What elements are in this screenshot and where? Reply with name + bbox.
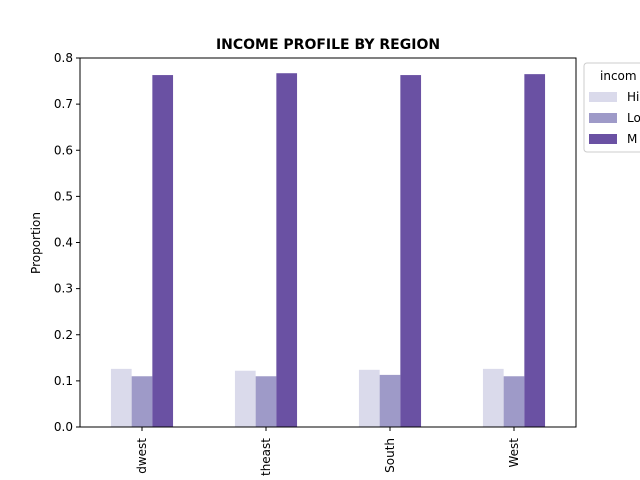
legend: incom Hi Lo M: [583, 62, 640, 153]
y-tick-label: 0.6: [54, 143, 73, 157]
legend-label-hi: Hi: [627, 90, 639, 104]
y-tick-label: 0.7: [54, 97, 73, 111]
bar-lo-west: [503, 376, 525, 427]
bar-m-dwest: [152, 75, 174, 427]
legend-swatch-m: [589, 134, 617, 144]
y-axis-label: Proportion: [29, 212, 43, 274]
x-tick-label: theast: [259, 438, 273, 476]
y-tick-label: 0.1: [54, 374, 73, 388]
bar-lo-south: [379, 374, 401, 427]
bar-hi-dwest: [110, 368, 132, 427]
bar-m-theast: [276, 73, 298, 427]
chart-title: INCOME PROFILE BY REGION: [216, 37, 440, 53]
y-tick-label: 0.8: [54, 51, 73, 65]
x-tick-label: South: [383, 438, 397, 473]
y-axis: 0.0 0.1 0.2 0.3 0.4 0.5 0.6 0.7 0.8: [54, 51, 80, 434]
y-tick-label: 0.2: [54, 328, 73, 342]
bar-lo-theast: [255, 376, 277, 427]
bar-hi-south: [358, 369, 380, 427]
y-tick-label: 0.4: [54, 236, 73, 250]
x-tick-label: West: [507, 438, 521, 468]
x-axis: dwest theast South West: [135, 427, 521, 476]
bar-m-south: [400, 75, 422, 427]
bar-hi-theast: [234, 370, 256, 427]
legend-swatch-hi: [589, 92, 617, 102]
bar-m-west: [524, 74, 546, 427]
legend-label-m: M: [627, 132, 637, 146]
legend-label-lo: Lo: [627, 111, 640, 125]
bars-group: [110, 73, 546, 427]
bar-lo-dwest: [131, 376, 153, 427]
legend-swatch-lo: [589, 113, 617, 123]
y-tick-label: 0.3: [54, 282, 73, 296]
y-tick-label: 0.0: [54, 420, 73, 434]
x-tick-label: dwest: [135, 438, 149, 474]
y-tick-label: 0.5: [54, 189, 73, 203]
legend-box: [583, 62, 640, 153]
legend-title: incom: [600, 69, 637, 83]
bar-hi-west: [482, 368, 504, 427]
